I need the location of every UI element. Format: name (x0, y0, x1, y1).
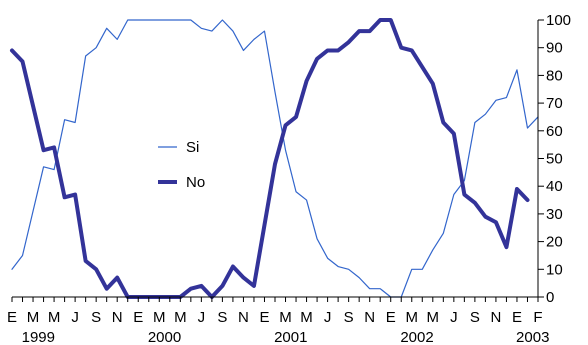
x-tick-label: M (300, 309, 313, 326)
x-tick-label: S (344, 309, 354, 326)
legend-box (150, 130, 228, 202)
x-tick-label: M (427, 309, 440, 326)
x-tick-label: E (7, 309, 17, 326)
y-tick-label: 0 (546, 289, 554, 306)
y-tick-label: 10 (546, 261, 563, 278)
y-tick-label: 60 (546, 123, 563, 140)
x-year-label: 2003 (516, 329, 549, 345)
x-tick-label: J (450, 309, 458, 326)
legend-si-label: Si (186, 139, 199, 156)
y-tick-label: 30 (546, 206, 563, 223)
y-tick-label: 80 (546, 67, 563, 84)
x-tick-label: E (386, 309, 396, 326)
x-tick-label: E (133, 309, 143, 326)
x-tick-label: N (112, 309, 123, 326)
x-tick-label: M (27, 309, 40, 326)
x-tick-label: J (324, 309, 332, 326)
x-tick-label: M (153, 309, 166, 326)
x-tick-label: S (470, 309, 480, 326)
y-tick-label: 90 (546, 40, 563, 57)
y-tick-label: 70 (546, 95, 563, 112)
x-tick-label: M (48, 309, 61, 326)
x-tick-label: M (174, 309, 187, 326)
x-tick-label: M (279, 309, 292, 326)
series-line-si (11, 19, 539, 298)
x-tick-label: E (512, 309, 522, 326)
x-tick-label: J (198, 309, 206, 326)
x-tick-label: M (406, 309, 419, 326)
y-tick-label: 20 (546, 234, 563, 251)
series-line-no (10, 18, 530, 299)
x-year-label: 1999 (22, 329, 55, 345)
x-year-label: 2000 (148, 329, 181, 345)
x-tick-label: J (71, 309, 79, 326)
x-tick-label: N (238, 309, 249, 326)
x-tick-label: F (533, 309, 542, 326)
legend: Si No (150, 130, 228, 202)
x-tick-label: E (259, 309, 269, 326)
y-axis: 0 10 20 30 40 50 60 70 80 90 100 (537, 12, 571, 306)
y-tick-label: 40 (546, 178, 563, 195)
legend-no-label: No (186, 174, 205, 191)
y-tick-label: 100 (546, 12, 571, 29)
y-tick-label: 50 (546, 151, 563, 168)
x-tick-label: N (364, 309, 375, 326)
x-tick-label: N (490, 309, 501, 326)
x-tick-label: S (91, 309, 101, 326)
plot-lines (10, 18, 539, 299)
x-year-label: 2002 (400, 329, 433, 345)
x-tick-label: S (217, 309, 227, 326)
x-year-label: 2001 (274, 329, 307, 345)
